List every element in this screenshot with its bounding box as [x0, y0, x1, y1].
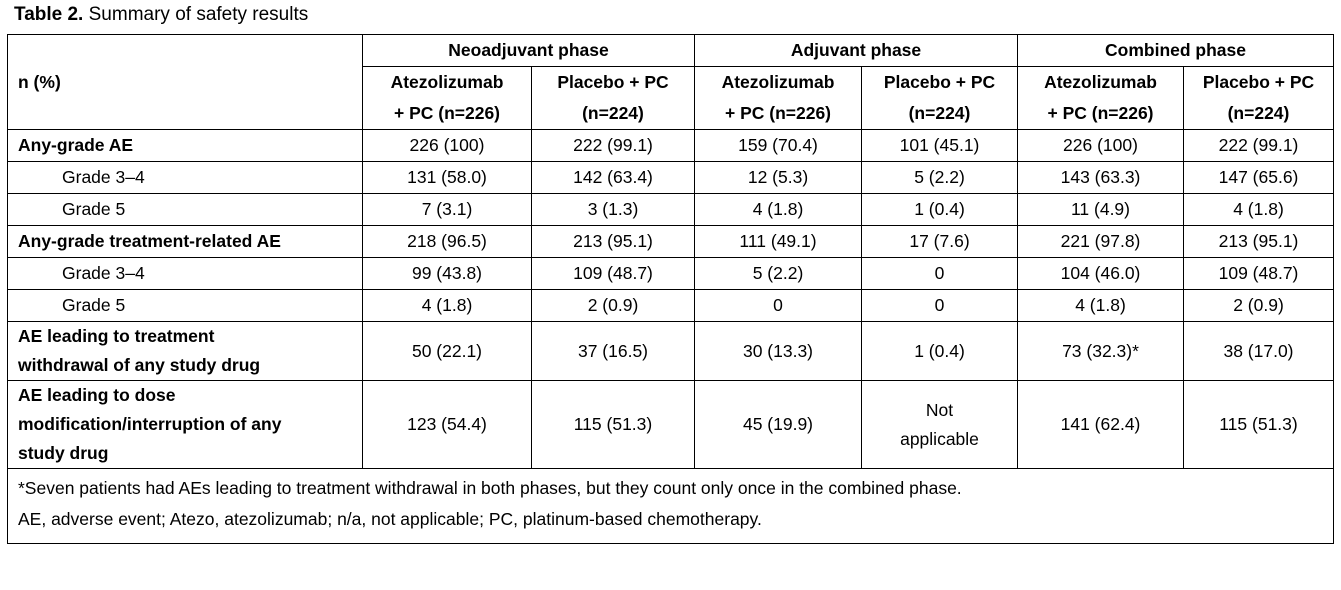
- table-cell: 109 (48.7): [1183, 257, 1334, 290]
- arm-header-line1: Placebo + PC: [531, 66, 695, 98]
- header-row-phases: n (%) Neoadjuvant phase Adjuvant phase C…: [7, 34, 1334, 130]
- table-cell: 7 (3.1): [362, 193, 532, 226]
- phase-header-combined: Combined phase: [1017, 34, 1334, 67]
- table-caption-label: Table 2.: [14, 4, 84, 25]
- table-cell: 1 (0.4): [861, 321, 1018, 381]
- table-cell: 0: [694, 289, 862, 322]
- table-cell: 37 (16.5): [531, 321, 695, 381]
- footnote-asterisk: *Seven patients had AEs leading to treat…: [18, 478, 962, 498]
- table-cell: 50 (22.1): [362, 321, 532, 381]
- arm-header-line2: (n=224): [531, 98, 695, 130]
- table-cell: 4 (1.8): [1183, 193, 1334, 226]
- row-label: Grade 3–4: [7, 161, 363, 194]
- table-cell: 222 (99.1): [531, 129, 695, 162]
- footnote-abbreviations: AE, adverse event; Atezo, atezolizumab; …: [18, 509, 762, 529]
- table-cell: 0: [861, 257, 1018, 290]
- table-row: AE leading to treatment withdrawal of an…: [7, 321, 1334, 381]
- row-label: Any-grade treatment-related AE: [7, 225, 363, 258]
- table-cell: 12 (5.3): [694, 161, 862, 194]
- table-cell: 142 (63.4): [531, 161, 695, 194]
- table-cell: 222 (99.1): [1183, 129, 1334, 162]
- row-label: Grade 3–4: [7, 257, 363, 290]
- table-cell: 115 (51.3): [531, 380, 695, 469]
- table-cell: 115 (51.3): [1183, 380, 1334, 469]
- table-cell: 213 (95.1): [1183, 225, 1334, 258]
- table-cell: 2 (0.9): [531, 289, 695, 322]
- table-cell: 73 (32.3)*: [1017, 321, 1184, 381]
- table-cell: 218 (96.5): [362, 225, 532, 258]
- row-label-line: study drug: [18, 443, 109, 463]
- arm-header-line2: (n=224): [861, 98, 1018, 130]
- stub-header: n (%): [7, 34, 363, 130]
- table-cell: 0: [861, 289, 1018, 322]
- table-cell: 45 (19.9): [694, 380, 862, 469]
- header-row-arms-line1: Atezolizumab Placebo + PC Atezolizumab P…: [8, 66, 1334, 98]
- table-row: Grade 5 4 (1.8) 2 (0.9) 0 0 4 (1.8) 2 (0…: [7, 289, 1334, 322]
- table-cell: 131 (58.0): [362, 161, 532, 194]
- table-cell: 104 (46.0): [1017, 257, 1184, 290]
- phase-header-adjuvant: Adjuvant phase: [694, 34, 1018, 67]
- table-cell: 99 (43.8): [362, 257, 532, 290]
- table-cell: 101 (45.1): [861, 129, 1018, 162]
- row-label: Any-grade AE: [7, 129, 363, 162]
- table-cell: 221 (97.8): [1017, 225, 1184, 258]
- table-cell: 2 (0.9): [1183, 289, 1334, 322]
- row-label-line: AE leading to treatment: [18, 326, 215, 346]
- table-caption: Table 2. Summary of safety results: [14, 2, 308, 28]
- arm-header-line1: Placebo + PC: [861, 66, 1018, 98]
- table-cell: 3 (1.3): [531, 193, 695, 226]
- table-cell: 17 (7.6): [861, 225, 1018, 258]
- table-cell: 213 (95.1): [531, 225, 695, 258]
- table-row: Grade 3–4 131 (58.0) 142 (63.4) 12 (5.3)…: [7, 161, 1334, 194]
- arm-header-line1: Atezolizumab: [362, 66, 532, 98]
- table-cell: 111 (49.1): [694, 225, 862, 258]
- arm-header-line1: Atezolizumab: [1017, 66, 1184, 98]
- table-cell: 147 (65.6): [1183, 161, 1334, 194]
- table-cell: 5 (2.2): [694, 257, 862, 290]
- cell-line: Not: [925, 399, 954, 420]
- arm-header-line2: + PC (n=226): [362, 98, 532, 130]
- table-cell: 30 (13.3): [694, 321, 862, 381]
- table-cell: 4 (1.8): [362, 289, 532, 322]
- table-cell: 4 (1.8): [1017, 289, 1184, 322]
- arm-header-line2: (n=224): [1183, 98, 1334, 130]
- arm-header-line1: Atezolizumab: [694, 66, 862, 98]
- table-cell: 226 (100): [1017, 129, 1184, 162]
- header-row-arms-line2: + PC (n=226) (n=224) + PC (n=226) (n=224…: [8, 98, 1334, 130]
- arm-header-line1: Placebo + PC: [1183, 66, 1334, 98]
- table-cell: Not applicable: [861, 380, 1018, 469]
- table-cell: 226 (100): [362, 129, 532, 162]
- row-label: Grade 5: [7, 193, 363, 226]
- table-caption-text: Summary of safety results: [83, 4, 309, 25]
- table-cell: 159 (70.4): [694, 129, 862, 162]
- cell-line: applicable: [900, 428, 979, 449]
- row-label: AE leading to treatment withdrawal of an…: [7, 321, 363, 381]
- arm-header-line2: + PC (n=226): [1017, 98, 1184, 130]
- table-cell: 5 (2.2): [861, 161, 1018, 194]
- table-cell: 4 (1.8): [694, 193, 862, 226]
- table-cell: 11 (4.9): [1017, 193, 1184, 226]
- table-cell: 123 (54.4): [362, 380, 532, 469]
- table-cell: 38 (17.0): [1183, 321, 1334, 381]
- table-cell: 109 (48.7): [531, 257, 695, 290]
- table-cell: 1 (0.4): [861, 193, 1018, 226]
- row-label-line: withdrawal of any study drug: [18, 355, 261, 375]
- footnote-row: *Seven patients had AEs leading to treat…: [7, 468, 1334, 544]
- row-label-line: modification/interruption of any: [18, 414, 282, 434]
- footnotes: *Seven patients had AEs leading to treat…: [7, 468, 1334, 544]
- arm-header-line2: + PC (n=226): [694, 98, 862, 130]
- table-cell: 141 (62.4): [1017, 380, 1184, 469]
- row-label-line: AE leading to dose: [18, 385, 176, 405]
- row-label: Grade 5: [7, 289, 363, 322]
- table-row: AE leading to dose modification/interrup…: [7, 380, 1334, 469]
- phase-header-neoadjuvant: Neoadjuvant phase: [362, 34, 695, 67]
- table-row: Grade 5 7 (3.1) 3 (1.3) 4 (1.8) 1 (0.4) …: [7, 193, 1334, 226]
- table-row: Grade 3–4 99 (43.8) 109 (48.7) 5 (2.2) 0…: [7, 257, 1334, 290]
- row-label: AE leading to dose modification/interrup…: [7, 380, 363, 469]
- safety-results-table: n (%) Neoadjuvant phase Adjuvant phase C…: [7, 34, 1334, 544]
- table-row: Any-grade treatment-related AE 218 (96.5…: [7, 225, 1334, 258]
- table-row: Any-grade AE 226 (100) 222 (99.1) 159 (7…: [7, 129, 1334, 162]
- table-cell: 143 (63.3): [1017, 161, 1184, 194]
